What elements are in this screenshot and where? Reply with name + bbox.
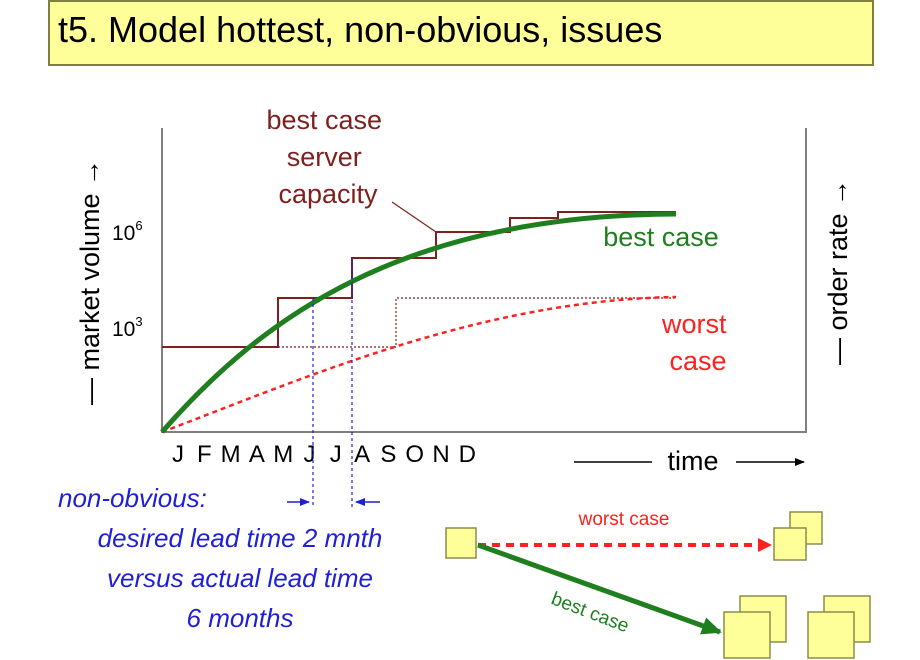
month-label: J — [172, 441, 184, 468]
time-label: time — [667, 446, 718, 476]
month-label: M — [273, 441, 293, 468]
best-target-box-2-front — [807, 611, 855, 659]
worst-case-curve — [161, 295, 677, 434]
page-title: t5. Model hottest, non-obvious, issues — [58, 9, 663, 50]
note-line-3: versus actual lead time — [107, 563, 373, 593]
capacity-leader-line — [391, 201, 437, 233]
server-capacity-label: best case server capacity — [266, 105, 389, 209]
y-tick-10-6: 106 — [112, 218, 143, 245]
non-obvious-note: non-obvious: desired lead time 2 mnth ve… — [40, 478, 440, 638]
best-case-flow-arrow — [477, 542, 722, 635]
month-label: A — [354, 441, 370, 468]
month-label: J — [330, 441, 342, 468]
worst-case-flow-label: worst case — [578, 509, 670, 530]
worst-capacity-steps — [278, 297, 676, 348]
month-label: J — [304, 441, 316, 468]
source-box — [445, 527, 477, 559]
right-axis-label: — order rate → — [823, 179, 853, 365]
month-label: D — [459, 441, 476, 468]
title-box: t5. Model hottest, non-obvious, issues — [48, 0, 874, 66]
worst-case-label: worst case — [661, 309, 734, 376]
month-label: A — [249, 441, 265, 468]
best-case-label: best case — [603, 222, 719, 252]
note-line-2: desired lead time 2 mnth — [97, 523, 383, 553]
month-label: M — [221, 441, 241, 468]
worst-target-box-front — [773, 527, 807, 561]
month-label: S — [380, 441, 396, 468]
y-tick-10-3: 103 — [112, 314, 143, 341]
note-line-1: non-obvious: — [58, 483, 207, 513]
left-axis-label: — market volume → — [75, 159, 105, 405]
month-label: F — [197, 441, 212, 468]
month-label: N — [432, 441, 449, 468]
plot-frame — [161, 128, 807, 433]
best-target-box-1-front — [723, 611, 771, 659]
best-capacity-steps — [162, 211, 676, 348]
month-label: O — [405, 441, 424, 468]
note-line-4: 6 months — [186, 603, 294, 633]
best-case-curve — [160, 211, 677, 434]
